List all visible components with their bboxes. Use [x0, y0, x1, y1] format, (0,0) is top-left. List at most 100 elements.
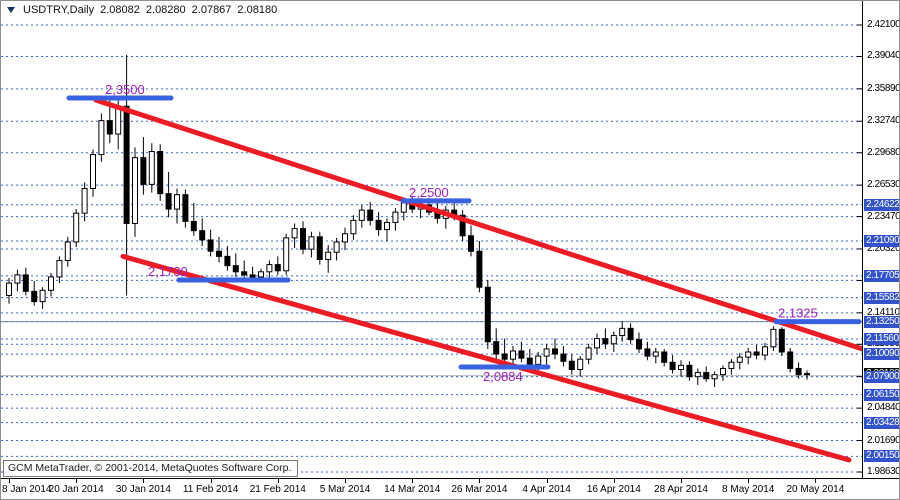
price-level-badge: 2.07900 — [864, 370, 900, 383]
trendline[interactable] — [93, 97, 863, 352]
quote-open: 2.08082 — [100, 4, 140, 16]
candle-bullish — [652, 351, 659, 357]
candle-bearish — [560, 353, 567, 362]
candle-bullish — [585, 347, 592, 360]
candle-bearish — [661, 351, 668, 363]
date-label: 8 May 2014 — [722, 484, 775, 495]
candle-bearish — [459, 214, 466, 237]
candle-bearish — [476, 250, 483, 288]
candle-bullish — [132, 157, 138, 224]
price-axis-label: 2.42100 — [867, 19, 900, 30]
price-level-badge: 2.10090 — [864, 348, 900, 361]
candle-bearish — [316, 236, 323, 260]
candle-bearish — [207, 239, 214, 252]
time-axis-tick — [613, 479, 615, 483]
price-axis-label: 2.26530 — [867, 179, 900, 191]
price-axis-label: 2.01690 — [867, 434, 900, 446]
candle-bearish — [501, 353, 508, 360]
candle-bullish — [594, 338, 600, 349]
level-label: 2,0884 — [483, 369, 523, 384]
candle-bearish — [468, 235, 474, 252]
price-axis-label: 2.32740 — [867, 115, 900, 127]
time-axis-tick — [143, 479, 145, 483]
time-axis-tick — [277, 479, 279, 483]
quote-high: 2.08280 — [145, 4, 186, 16]
price-axis-label: 1.98630 — [867, 466, 900, 477]
candle-bearish — [787, 351, 794, 369]
candle-bearish — [232, 265, 239, 273]
symbol-dropdown-icon[interactable] — [7, 7, 15, 13]
candle-bearish — [627, 327, 634, 341]
price-level-badge: 2.21090 — [864, 235, 900, 248]
candle-bearish — [644, 348, 651, 357]
candle-bullish — [342, 233, 348, 243]
candle-bearish — [686, 364, 693, 378]
candle-bullish — [728, 361, 735, 369]
candle-bullish — [174, 194, 180, 210]
candle-bullish — [81, 187, 88, 214]
candle-bullish — [392, 211, 399, 223]
candle-bearish — [157, 150, 164, 195]
candle-bearish — [182, 194, 189, 222]
date-label: 16 Apr 2014 — [586, 484, 641, 495]
candle-bearish — [518, 350, 525, 359]
candle-bullish — [148, 150, 155, 185]
candle-bearish — [484, 286, 491, 343]
candle-bullish — [56, 259, 63, 278]
candle-bearish — [493, 341, 500, 355]
price-axis-label: 2.23470 — [867, 210, 900, 222]
price-axis-label: 2.04840 — [867, 402, 900, 414]
date-label: 4 Apr 2014 — [522, 484, 571, 495]
candle-bullish — [694, 372, 701, 378]
quote-low: 2.07867 — [191, 4, 232, 16]
trendline[interactable] — [120, 253, 852, 463]
date-label: 26 Mar 2014 — [451, 484, 508, 495]
price-axis-label: 2.39040 — [867, 50, 900, 62]
candle-bearish — [274, 264, 281, 272]
date-label: 21 Feb 2014 — [249, 484, 306, 495]
quote-header: USDTRY,Daily 2.08082 2.08280 2.07867 2.0… — [7, 3, 277, 17]
time-axis-tick — [681, 479, 682, 483]
candle-bullish — [678, 364, 684, 370]
price-axis-label: 2.20320 — [867, 242, 900, 254]
level-label: 2,1325 — [778, 306, 818, 321]
price-axis-separator — [862, 1, 863, 478]
candle-bullish — [266, 264, 273, 273]
time-axis[interactable]: 8 Jan 2014 20 Jan 2014 30 Jan 2014 11 Feb 2… — [1, 478, 899, 499]
price-axis[interactable]: 2.42100 2.39040 2.35890 2.32740 2.29680 2.265… — [863, 1, 899, 478]
candle-bullish — [619, 327, 626, 337]
candle-bearish — [140, 157, 147, 185]
quote-close: 2.08180 — [237, 4, 278, 16]
candle-bullish — [291, 228, 298, 239]
level-label: 2,1730 — [148, 264, 188, 279]
candle-bullish — [770, 328, 777, 348]
candle-bearish — [778, 328, 785, 353]
candle-bearish — [753, 351, 760, 356]
candle-bullish — [384, 221, 390, 231]
price-level-badge: 2.00150 — [864, 450, 900, 463]
candle-bearish — [224, 255, 231, 267]
date-label: 28 Apr 2014 — [654, 484, 708, 495]
time-axis-tick — [546, 479, 548, 483]
candle-bullish — [804, 373, 810, 376]
candle-bullish — [577, 358, 584, 370]
price-chart: 2,3500 2,2500 2,1730 2,0884 2,1325 — [1, 24, 863, 473]
candle-bearish — [241, 271, 248, 276]
candle-bearish — [669, 361, 676, 370]
candle-bearish — [165, 193, 172, 210]
candle-bearish — [300, 228, 306, 250]
price-axis-label: 2.14110 — [867, 306, 900, 318]
date-label: 20 Jan 2014 — [48, 484, 104, 495]
time-axis-tick — [479, 479, 481, 483]
candle-bullish — [736, 356, 743, 363]
candle-bearish — [552, 348, 558, 355]
date-label: 8 Jan 2014 — [2, 484, 52, 495]
candle-bullish — [711, 374, 718, 380]
candle-bullish — [535, 355, 542, 365]
price-level-badge: 2.03428 — [864, 416, 900, 429]
price-level-badge: 2.15582 — [864, 291, 900, 304]
copyright-box: GCM MetaTrader, © 2001-2014, MetaQuotes … — [3, 460, 299, 477]
time-axis-tick — [9, 479, 10, 483]
candle-bearish — [375, 219, 382, 231]
